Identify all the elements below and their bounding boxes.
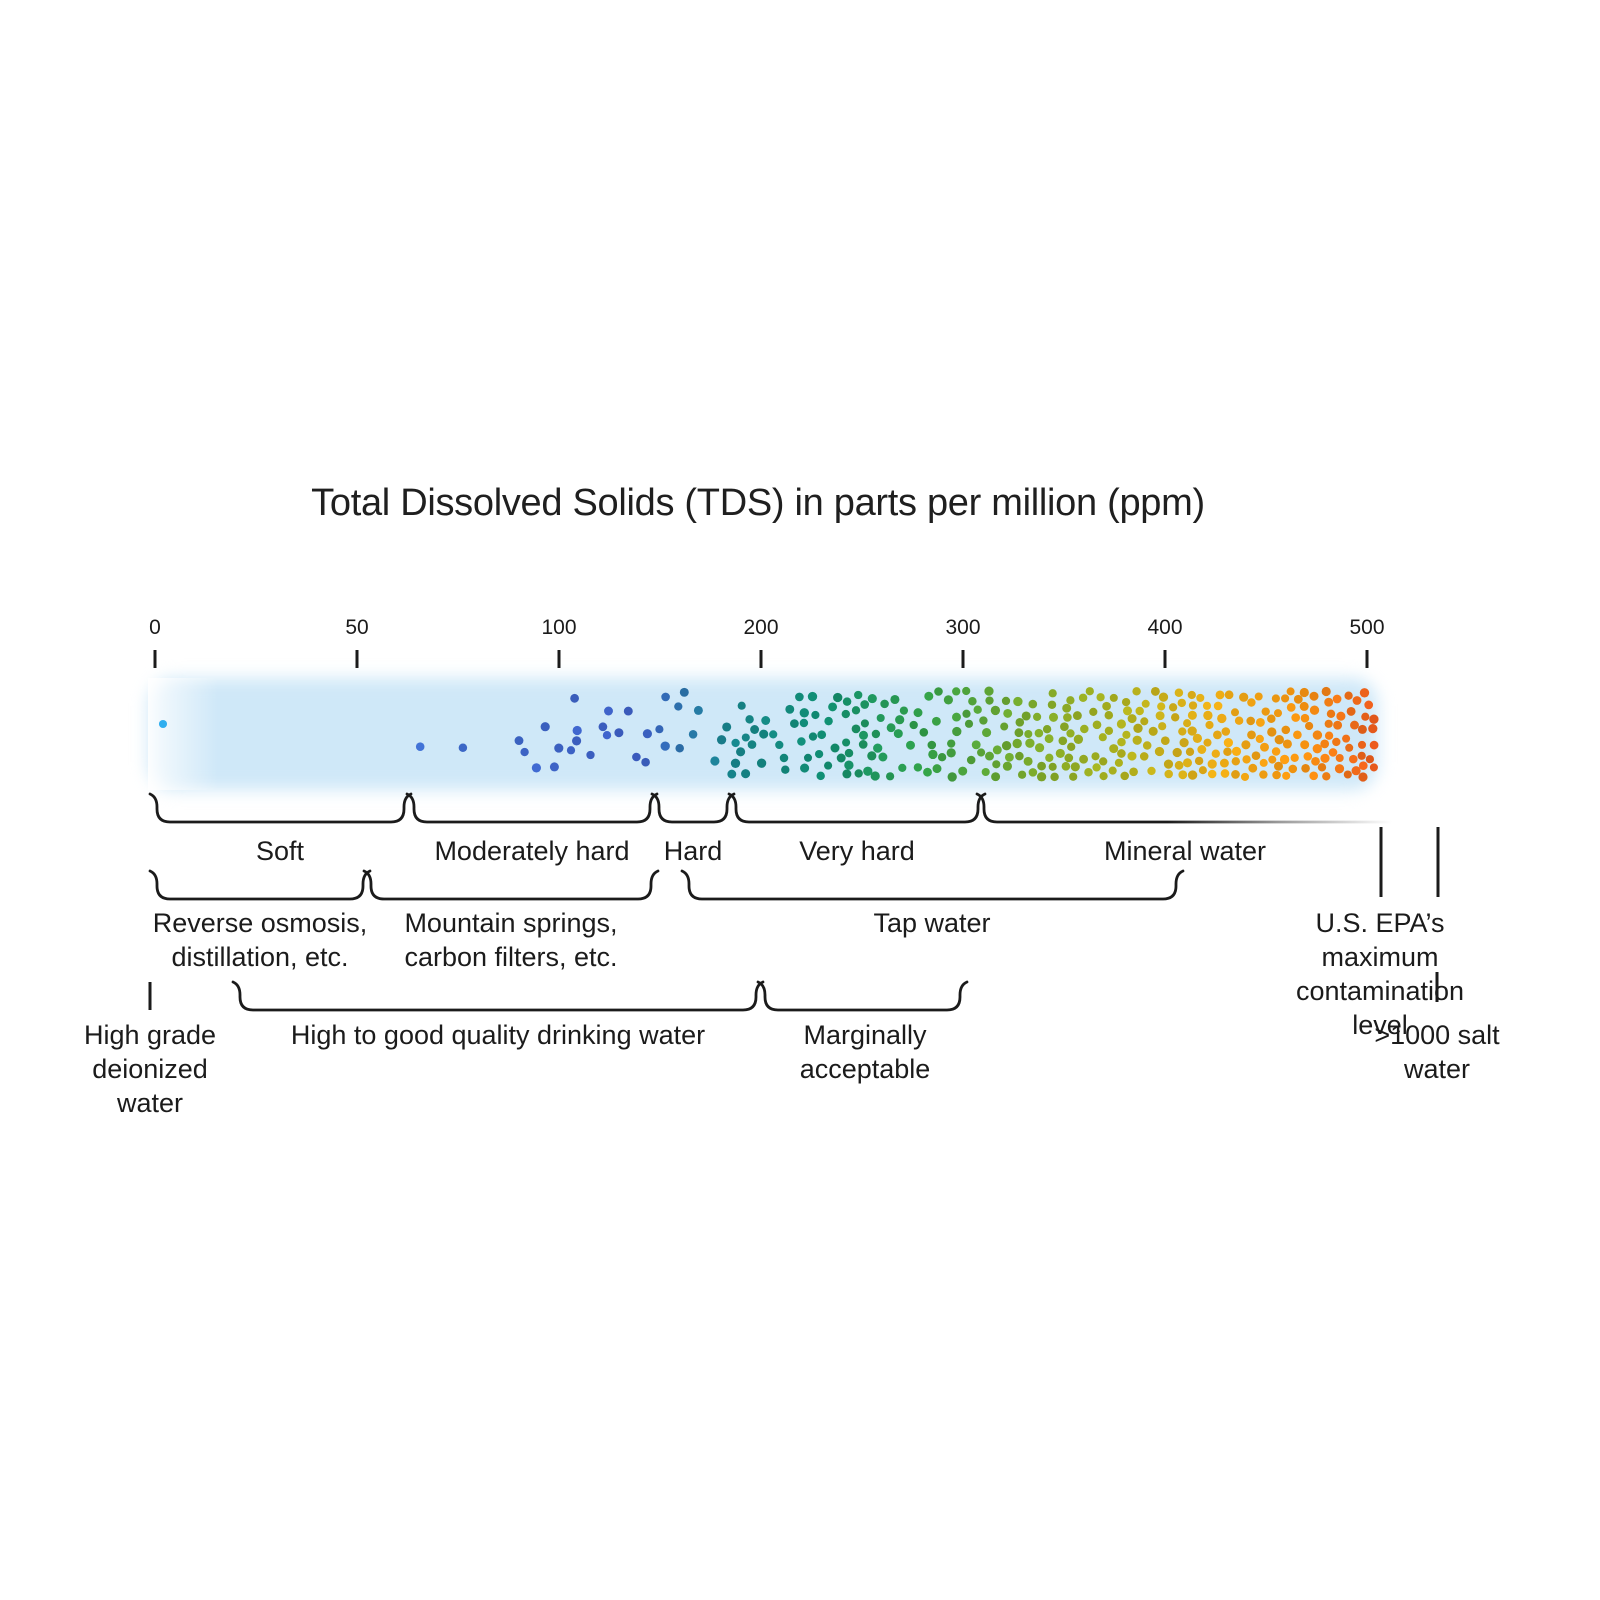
hardness-bracket-moderately-hard (405, 792, 659, 824)
source-label-mountain-springs-carbon-filters-etc: Mountain springs, carbon filters, etc. (404, 908, 618, 972)
tick-label-50: 50 (345, 616, 369, 639)
hardness-bracket-hard (650, 792, 736, 824)
hardness-bracket-mineral-water (975, 792, 1394, 824)
salt-label: >1000 salt water (1374, 1020, 1500, 1084)
hardness-label-moderately-hard: Moderately hard (434, 836, 630, 866)
hardness-bracket-very-hard (727, 792, 987, 824)
tick-label-400: 400 (1147, 616, 1183, 639)
tick-label-200: 200 (743, 616, 779, 639)
quality-label-marginally-acceptable: Marginally acceptable (799, 1020, 931, 1084)
hardness-label-hard: Hard (663, 836, 723, 866)
quality-bracket-marginally-acceptable (756, 980, 969, 1012)
hardness-label-very-hard: Very hard (799, 836, 915, 866)
tick-label-300: 300 (945, 616, 981, 639)
hardness-label-mineral-water: Mineral water (1103, 836, 1267, 866)
source-label-tap-water: Tap water (873, 908, 991, 938)
hardness-label-soft: Soft (255, 836, 305, 866)
tick-label-0: 0 (149, 616, 161, 639)
source-bracket-mountain-springs-carbon-filters-etc (362, 869, 660, 901)
hardness-bracket-soft (148, 792, 413, 824)
quality-bracket-high-to-good-quality-drinking-water (231, 980, 765, 1012)
source-label-reverse-osmosis-distillation-etc: Reverse osmosis, distillation, etc. (152, 908, 368, 972)
tick-label-100: 100 (541, 616, 577, 639)
source-bracket-tap-water (680, 869, 1185, 901)
tds-dots (158, 686, 1379, 782)
tds-band-left-fade (148, 678, 218, 790)
high-grade-label: High grade deionized water (83, 1020, 217, 1118)
epa-label: U.S. EPA’s maximum contamination level (1295, 908, 1465, 1040)
source-bracket-reverse-osmosis-distillation-etc (148, 869, 372, 901)
diagram-title: Total Dissolved Solids (TDS) in parts pe… (311, 482, 1205, 524)
quality-label-high-to-good-quality-drinking-water: High to good quality drinking water (290, 1020, 706, 1050)
tick-label-500: 500 (1349, 616, 1385, 639)
